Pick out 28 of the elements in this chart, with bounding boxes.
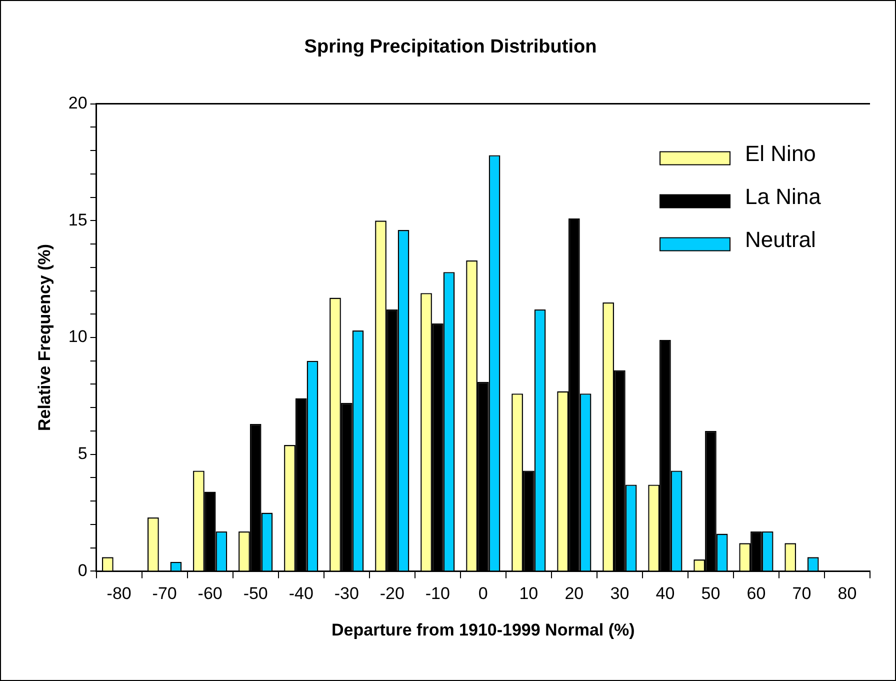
x-tick-label: -20 [380,584,404,604]
x-tick-label: 80 [838,584,857,604]
x-tick-label: 20 [564,584,584,604]
y-tick-label: 0 [78,560,88,580]
x-tick-label: -40 [288,584,314,604]
legend-label: La Nina [745,184,822,209]
x-tick-label: 40 [656,584,675,604]
x-tick-label: -70 [152,584,177,604]
y-tick-label: 10 [68,327,88,346]
legend-label: El Nino [745,140,816,166]
y-tick-label: 15 [68,210,88,230]
x-tick-label: 60 [746,584,766,604]
y-axis-title: Relative Frequency (%) [34,244,54,432]
x-tick-label: -50 [243,584,268,604]
x-tick-label: -80 [106,584,132,604]
x-tick-label: -10 [425,584,450,604]
x-tick-label: 10 [519,584,538,604]
x-axis-title: Departure from 1910-1999 Normal (%) [332,620,635,640]
x-tick-label: 30 [610,584,630,604]
x-tick-label: 0 [478,584,488,604]
chart-title: Spring Precipitation Distribution [304,36,597,58]
x-tick-label: -30 [334,584,359,604]
legend-label: Neutral [745,226,816,252]
y-tick-label: 20 [68,93,88,112]
x-tick-label: 70 [792,584,812,604]
x-tick-label: 50 [701,584,720,604]
y-tick-label: 5 [78,444,88,464]
x-tick-label: -60 [198,584,222,604]
